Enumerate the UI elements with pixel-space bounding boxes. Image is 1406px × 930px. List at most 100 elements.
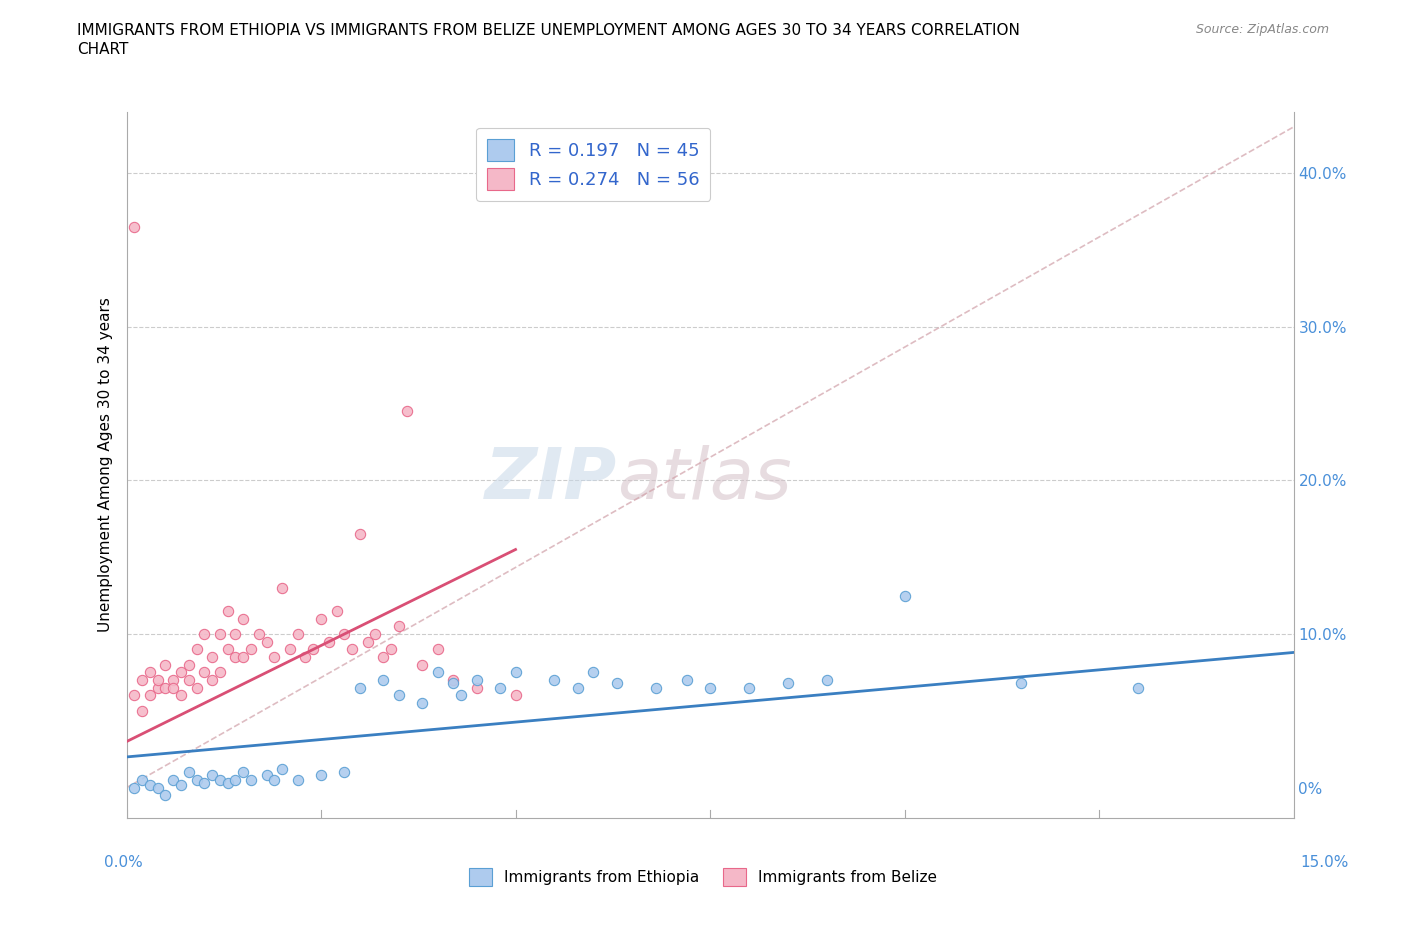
Point: [1126, 681, 1149, 696]
Point: [675, 672, 697, 687]
Point: [186, 773, 208, 788]
Point: [131, 672, 153, 687]
Point: [232, 611, 254, 626]
Point: [302, 642, 325, 657]
Point: [489, 681, 512, 696]
Point: [240, 642, 263, 657]
Point: [146, 780, 169, 795]
Point: [139, 665, 162, 680]
Point: [155, 681, 177, 696]
Point: [364, 627, 387, 642]
Point: [395, 404, 418, 418]
Point: [193, 665, 215, 680]
Point: [232, 650, 254, 665]
Point: [465, 672, 488, 687]
Point: [232, 764, 254, 779]
Text: 0.0%: 0.0%: [104, 855, 143, 870]
Point: [131, 773, 153, 788]
Point: [349, 526, 371, 541]
Point: [411, 658, 433, 672]
Point: [893, 588, 915, 603]
Point: [177, 764, 200, 779]
Point: [278, 642, 301, 657]
Point: [263, 773, 285, 788]
Point: [146, 681, 169, 696]
Point: [388, 618, 411, 633]
Point: [294, 650, 316, 665]
Point: [146, 672, 169, 687]
Point: [349, 681, 371, 696]
Point: [388, 688, 411, 703]
Point: [1010, 676, 1032, 691]
Point: [162, 773, 184, 788]
Point: [217, 604, 239, 618]
Point: [309, 768, 332, 783]
Point: [201, 768, 224, 783]
Point: [247, 627, 270, 642]
Point: [441, 676, 464, 691]
Point: [208, 665, 231, 680]
Text: ZIP: ZIP: [485, 445, 617, 513]
Point: [309, 611, 332, 626]
Point: [217, 776, 239, 790]
Point: [131, 703, 153, 718]
Point: [256, 634, 278, 649]
Point: [567, 681, 589, 696]
Point: [373, 650, 395, 665]
Point: [240, 773, 263, 788]
Point: [380, 642, 402, 657]
Point: [287, 773, 309, 788]
Point: [426, 665, 449, 680]
Point: [373, 672, 395, 687]
Point: [208, 773, 231, 788]
Point: [357, 634, 380, 649]
Point: [333, 627, 356, 642]
Point: [450, 688, 472, 703]
Point: [505, 665, 527, 680]
Point: [271, 580, 294, 595]
Point: [162, 672, 184, 687]
Point: [224, 650, 246, 665]
Point: [465, 681, 488, 696]
Point: [124, 219, 146, 234]
Point: [224, 627, 246, 642]
Point: [699, 681, 721, 696]
Text: IMMIGRANTS FROM ETHIOPIA VS IMMIGRANTS FROM BELIZE UNEMPLOYMENT AMONG AGES 30 TO: IMMIGRANTS FROM ETHIOPIA VS IMMIGRANTS F…: [77, 23, 1021, 38]
Point: [815, 672, 838, 687]
Point: [318, 634, 340, 649]
Point: [224, 773, 246, 788]
Point: [411, 696, 433, 711]
Point: [333, 764, 356, 779]
Point: [263, 650, 285, 665]
Point: [186, 642, 208, 657]
Point: [170, 777, 193, 792]
Point: [170, 688, 193, 703]
Point: [208, 627, 231, 642]
Point: [441, 672, 464, 687]
Point: [162, 681, 184, 696]
Point: [124, 688, 146, 703]
Point: [201, 650, 224, 665]
Point: [271, 762, 294, 777]
Point: [287, 627, 309, 642]
Point: [340, 642, 363, 657]
Point: [201, 672, 224, 687]
Point: [155, 788, 177, 803]
Point: [193, 776, 215, 790]
Point: [582, 665, 605, 680]
Point: [155, 658, 177, 672]
Point: [606, 676, 628, 691]
Point: [426, 642, 449, 657]
Y-axis label: Unemployment Among Ages 30 to 34 years: Unemployment Among Ages 30 to 34 years: [97, 298, 112, 632]
Point: [776, 676, 799, 691]
Legend: R = 0.197   N = 45, R = 0.274   N = 56: R = 0.197 N = 45, R = 0.274 N = 56: [477, 127, 710, 201]
Point: [644, 681, 666, 696]
Text: atlas: atlas: [617, 445, 792, 513]
Text: Source: ZipAtlas.com: Source: ZipAtlas.com: [1195, 23, 1329, 36]
Point: [217, 642, 239, 657]
Point: [186, 681, 208, 696]
Point: [505, 688, 527, 703]
Text: CHART: CHART: [77, 42, 129, 57]
Point: [177, 672, 200, 687]
Text: 15.0%: 15.0%: [1301, 855, 1348, 870]
